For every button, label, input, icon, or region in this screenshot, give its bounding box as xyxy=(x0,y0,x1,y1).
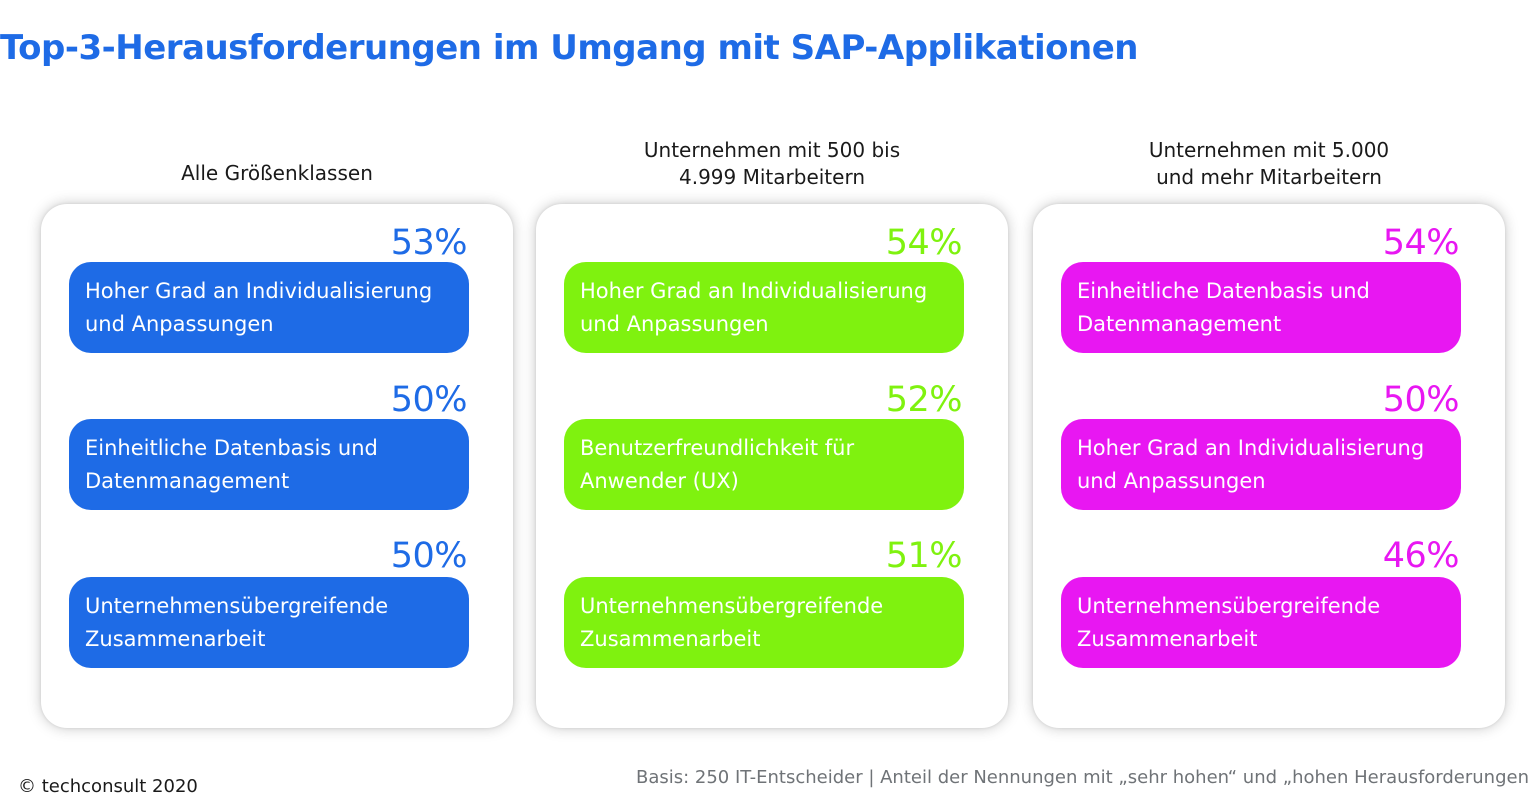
group-header: Alle Größenklassen xyxy=(181,161,373,185)
percent-label: 54% xyxy=(1382,223,1460,263)
challenge-pill: Einheitliche Datenbasis und Datenmanagem… xyxy=(69,419,469,510)
challenge-pill: Unternehmensübergreifende Zusammenarbeit xyxy=(1061,577,1461,668)
group-header: Unternehmen mit 5.000 und mehr Mitarbeit… xyxy=(1148,138,1390,189)
challenge-label: Einheitliche Datenbasis und Datenmanagem… xyxy=(85,435,378,493)
challenge-label: Benutzerfreundlichkeit für Anwender (UX) xyxy=(580,435,855,493)
percent-label: 51% xyxy=(885,536,963,576)
percent-label: 46% xyxy=(1382,536,1460,576)
challenge-label: Einheitliche Datenbasis und Datenmanagem… xyxy=(1077,278,1370,336)
challenge-label: Unternehmensübergreifende Zusammenarbeit xyxy=(1077,593,1381,651)
challenge-label: Hoher Grad an Individualisierung und Anp… xyxy=(580,278,928,336)
group-card: 54% Einheitliche Datenbasis und Datenmana… xyxy=(1033,204,1505,728)
percent-label: 50% xyxy=(390,380,468,420)
group-card: 54% Hoher Grad an Individualisierung und … xyxy=(536,204,1008,728)
group-header: Unternehmen mit 500 bis 4.999 Mitarbeite… xyxy=(643,138,901,189)
challenge-label: Hoher Grad an Individualisierung und Anp… xyxy=(1077,435,1425,493)
challenge-pill: Unternehmensübergreifende Zusammenarbeit xyxy=(69,577,469,668)
percent-label: 50% xyxy=(390,536,468,576)
challenge-pill: Unternehmensübergreifende Zusammenarbeit xyxy=(564,577,964,668)
page-title: Top-3-Herausforderungen im Umgang mit SA… xyxy=(0,28,1138,68)
challenge-label: Hoher Grad an Individualisierung und Anp… xyxy=(85,278,433,336)
challenge-pill: Benutzerfreundlichkeit für Anwender (UX) xyxy=(564,419,964,510)
challenge-label: Unternehmensübergreifende Zusammenarbeit xyxy=(580,593,884,651)
percent-label: 53% xyxy=(390,223,468,263)
basis-note: Basis: 250 IT-Entscheider | Anteil der N… xyxy=(635,767,1529,788)
group-card: 53% Hoher Grad an Individualisierung und … xyxy=(41,204,513,728)
percent-label: 54% xyxy=(885,223,963,263)
challenge-pill: Einheitliche Datenbasis und Datenmanagem… xyxy=(1061,262,1461,353)
challenge-pill: Hoher Grad an Individualisierung und Anp… xyxy=(564,262,964,353)
copyright-text: © techconsult 2020 xyxy=(18,776,198,797)
percent-label: 52% xyxy=(885,380,963,420)
challenge-pill: Hoher Grad an Individualisierung und Anp… xyxy=(69,262,469,353)
percent-label: 50% xyxy=(1382,380,1460,420)
challenge-label: Unternehmensübergreifende Zusammenarbeit xyxy=(85,593,389,651)
challenge-pill: Hoher Grad an Individualisierung und Anp… xyxy=(1061,419,1461,510)
